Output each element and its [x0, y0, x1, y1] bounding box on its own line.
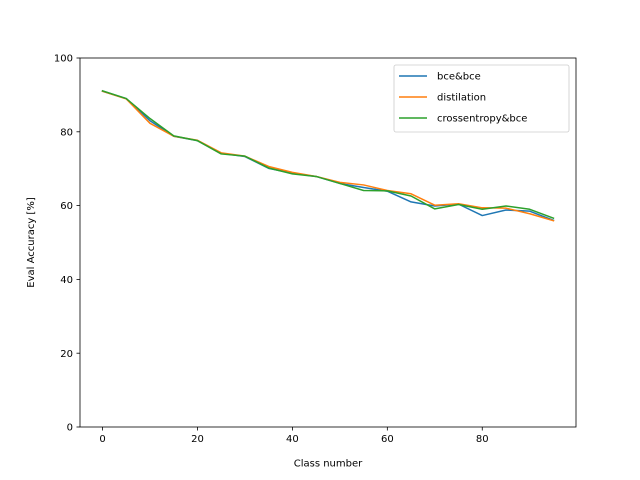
legend-label-0: bce&bce [437, 72, 481, 83]
x-tick-label-3: 60 [381, 434, 394, 445]
y-axis-label: Eval Accuracy [%] [26, 197, 37, 288]
y-tick-label-1: 20 [60, 349, 73, 360]
legend-label-1: distilation [437, 93, 486, 104]
y-tick-label-3: 60 [60, 201, 73, 212]
series-line-2 [101, 89, 555, 220]
y-tick-label-5: 100 [54, 54, 73, 65]
y-tick-label-2: 40 [60, 275, 73, 286]
legend-label-2: crossentropy&bce [437, 114, 527, 125]
x-tick-label-4: 80 [476, 434, 489, 445]
y-tick-label-4: 80 [60, 127, 73, 138]
legend: bce&bce distilation crossentropy&bce [393, 64, 570, 133]
x-tick-label-1: 20 [191, 434, 204, 445]
x-tick-label-2: 40 [286, 434, 299, 445]
series-layer [101, 89, 555, 222]
x-axis-label: Class number [294, 459, 363, 470]
legend-box [393, 64, 570, 133]
plot-frame [79, 57, 577, 428]
x-tick-label-0: 0 [99, 434, 105, 445]
y-tick-label-0: 0 [67, 423, 73, 434]
axes-layer: 0 20 40 60 80 0 20 40 60 80 100 [54, 54, 577, 445]
